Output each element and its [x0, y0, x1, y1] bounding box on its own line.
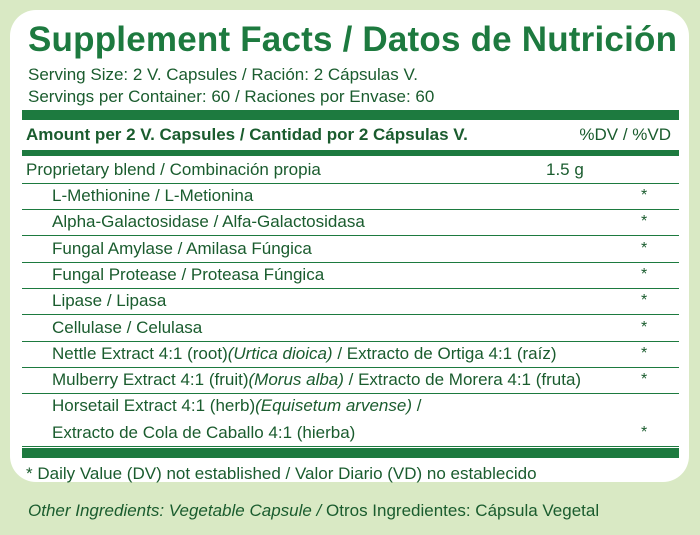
ingredient-row: Horsetail Extract 4:1 (herb)(Equisetum a…: [22, 393, 679, 419]
ingredient-row: Fungal Protease / Proteasa Fúngica *: [22, 262, 679, 289]
dv-not-established-mark: *: [641, 265, 648, 283]
ingredient-text: Fungal Protease / Proteasa Fúngica: [52, 264, 325, 284]
ingredient-row: Fungal Amylase / Amilasa Fúngica *: [22, 236, 679, 263]
ingredient-row: Extracto de Cola de Caballo 4:1 (hierba)…: [22, 420, 679, 447]
ingredient-row: Mulberry Extract 4:1 (fruit)(Morus alba)…: [22, 367, 679, 395]
dv-not-established-mark: *: [641, 187, 648, 204]
ingredient-row: Cellulase / Celulasa *: [22, 315, 679, 342]
ingredient-text: / Extracto de Morera 4:1 (fruta): [343, 370, 582, 390]
thick-divider-bottom: [22, 448, 679, 458]
dv-not-established-mark: *: [641, 318, 648, 336]
ingredient-text: Cellulase / Celulasa: [52, 317, 203, 337]
ingredient-text: Alpha-Galactosidase / Alfa-Galactosidasa: [52, 212, 365, 232]
ingredient-name: Fungal Protease / Proteasa Fúngica: [52, 262, 324, 288]
latin-name: (Morus alba): [248, 370, 344, 390]
servings-per-container: Servings per Container: 60 / Raciones po…: [28, 87, 435, 106]
supplement-facts-panel: [10, 10, 689, 482]
dv-not-established-mark: *: [641, 371, 648, 389]
ingredient-text: Extracto de Cola de Caballo 4:1 (hierba): [52, 422, 356, 442]
ingredient-text: Fungal Amylase / Amilasa Fúngica: [52, 238, 312, 258]
dv-not-established-mark: *: [641, 423, 648, 441]
thick-divider-top: [22, 110, 679, 120]
ingredient-name: Horsetail Extract 4:1 (herb)(Equisetum a…: [52, 393, 421, 419]
ingredient-name: Lipase / Lipasa: [52, 288, 166, 314]
serving-size: Serving Size: 2 V. Capsules / Ración: 2 …: [28, 65, 418, 84]
latin-name: (Equisetum arvense): [255, 396, 412, 416]
other-ingredients-es: Otros Ingredientes: Cápsula Vegetal: [321, 501, 600, 520]
ingredient-text: / Extracto de Ortiga 4:1 (raíz): [332, 343, 557, 363]
ingredient-text: Horsetail Extract 4:1 (herb): [52, 396, 256, 416]
footnote: * Daily Value (DV) not established / Val…: [26, 464, 537, 483]
dv-not-established-mark: *: [641, 292, 648, 310]
dv-not-established-mark: *: [641, 239, 648, 257]
amount-header-row: Amount per 2 V. Capsules / Cantidad por …: [26, 123, 671, 147]
ingredient-row: Nettle Extract 4:1 (root)(Urtica dioica)…: [22, 341, 679, 368]
dv-not-established-mark: *: [641, 344, 648, 362]
ingredient-text: Nettle Extract 4:1 (root): [52, 343, 228, 363]
ingredient-row: Alpha-Galactosidase / Alfa-Galactosidasa…: [22, 209, 679, 237]
amount-header: Amount per 2 V. Capsules / Cantidad por …: [26, 125, 468, 144]
ingredient-name: Mulberry Extract 4:1 (fruit)(Morus alba)…: [52, 367, 581, 393]
other-ingredients: Other Ingredients: Vegetable Capsule / O…: [28, 500, 599, 522]
ingredient-name: Cellulase / Celulasa: [52, 315, 202, 341]
ingredient-name: Nettle Extract 4:1 (root)(Urtica dioica)…: [52, 341, 557, 367]
blend-amount: 1.5 g: [546, 160, 584, 179]
ingredient-row: Lipase / Lipasa *: [22, 288, 679, 316]
latin-name: (Urtica dioica): [227, 343, 333, 363]
dv-not-established-mark: *: [641, 213, 648, 231]
dv-header: %DV / %VD: [579, 125, 671, 144]
ingredient-name: Fungal Amylase / Amilasa Fúngica: [52, 236, 312, 262]
ingredient-text: Lipase / Lipasa: [52, 291, 167, 311]
other-ingredients-en: Other Ingredients: Vegetable Capsule /: [28, 501, 322, 520]
ingredient-text: /: [411, 396, 422, 416]
ingredient-name: Alpha-Galactosidase / Alfa-Galactosidasa: [52, 209, 365, 235]
ingredient-name: Extracto de Cola de Caballo 4:1 (hierba): [52, 420, 355, 446]
ingredient-text: Mulberry Extract 4:1 (fruit): [52, 370, 249, 390]
ingredient-text: L-Methionine / L-Metionina: [52, 186, 254, 205]
blend-label: Proprietary blend / Combinación propia: [26, 160, 321, 179]
ingredient-row: L-Methionine / L-Metionina *: [22, 183, 679, 210]
page-title: Supplement Facts / Datos de Nutrición: [28, 20, 678, 59]
proprietary-blend-row: Proprietary blend / Combinación propia 1…: [22, 157, 679, 184]
medium-divider: [22, 150, 679, 156]
ingredient-name: L-Methionine / L-Metionina: [52, 183, 253, 209]
